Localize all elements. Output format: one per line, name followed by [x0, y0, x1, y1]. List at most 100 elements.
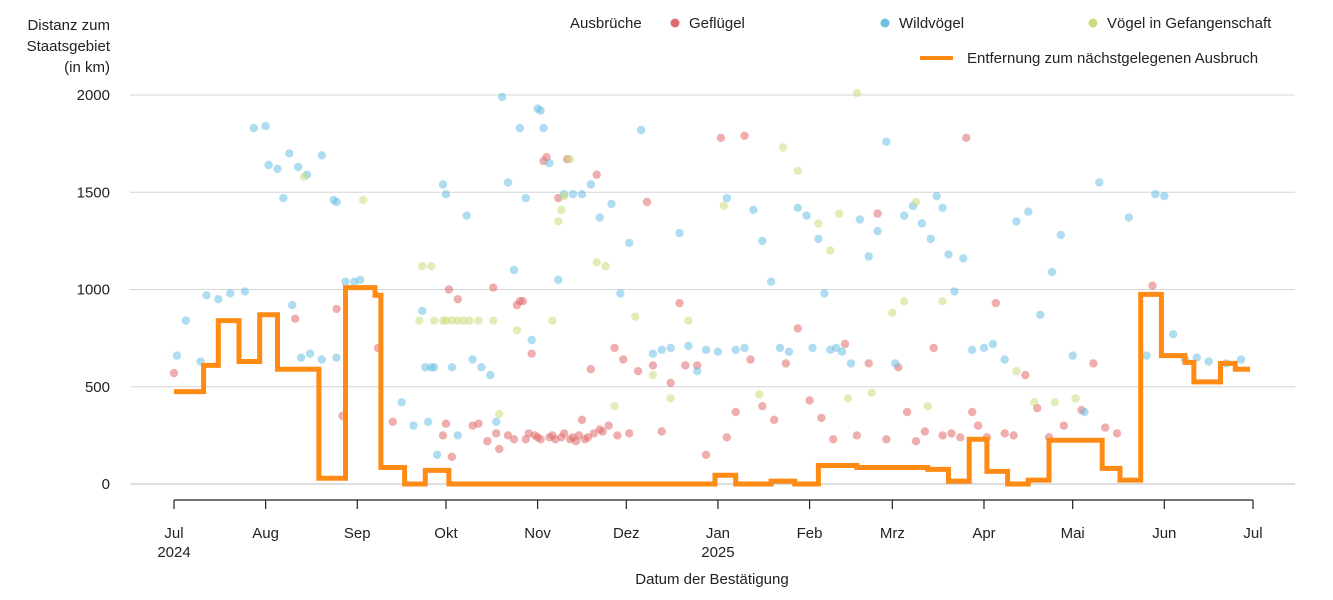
point-gefangenschaft — [441, 316, 451, 325]
point-wildvoegel — [793, 203, 802, 212]
point-gefluegel — [291, 314, 300, 323]
point-gefluegel — [598, 427, 607, 436]
point-wildvoegel — [855, 215, 864, 224]
point-gefangenschaft — [900, 297, 909, 306]
point-gefluegel — [1021, 370, 1030, 380]
x-tick-year-label: 2024 — [157, 544, 190, 561]
point-wildvoegel — [226, 289, 235, 298]
point-gefluegel — [962, 133, 971, 142]
x-tick-label: Jan — [706, 525, 730, 542]
point-gefluegel — [586, 365, 595, 374]
point-gefluegel — [453, 295, 462, 304]
point-gefluegel — [642, 197, 652, 207]
point-gefangenschaft — [427, 262, 436, 271]
point-gefluegel — [758, 402, 767, 411]
point-gefluegel — [1101, 423, 1110, 432]
point-wildvoegel — [722, 193, 731, 203]
point-gefangenschaft — [557, 205, 566, 214]
point-gefangenschaft — [592, 258, 601, 267]
point-wildvoegel — [758, 236, 767, 246]
point-wildvoegel — [527, 335, 536, 345]
point-wildvoegel — [666, 343, 675, 353]
point-wildvoegel — [317, 355, 326, 364]
point-gefangenschaft — [495, 409, 504, 419]
point-wildvoegel — [701, 345, 711, 354]
point-gefluegel — [332, 304, 341, 314]
point-wildvoegel — [1000, 355, 1009, 364]
point-gefluegel — [592, 170, 601, 179]
point-wildvoegel — [820, 289, 829, 298]
point-gefluegel — [489, 283, 498, 292]
point-wildvoegel — [814, 234, 823, 244]
point-wildvoegel — [332, 353, 341, 362]
point-wildvoegel — [959, 254, 968, 263]
point-wildvoegel — [341, 277, 350, 286]
y-tick-label: 0 — [102, 476, 110, 493]
point-wildvoegel — [305, 349, 315, 358]
point-gefangenschaft — [684, 316, 693, 325]
point-gefluegel — [920, 427, 930, 436]
point-wildvoegel — [279, 193, 288, 203]
legend-swatch-gefluegel — [670, 18, 680, 28]
point-wildvoegel — [539, 123, 548, 133]
point-gefluegel — [1000, 429, 1009, 438]
point-gefluegel — [589, 429, 598, 438]
point-wildvoegel — [515, 123, 525, 133]
point-gefangenschaft — [911, 197, 921, 207]
point-gefluegel — [716, 133, 726, 142]
point-wildvoegel — [1012, 217, 1021, 226]
point-gefluegel — [693, 361, 702, 370]
point-gefluegel — [388, 417, 397, 426]
point-gefluegel — [527, 349, 536, 358]
point-gefluegel — [633, 367, 643, 376]
point-wildvoegel — [648, 349, 658, 358]
point-wildvoegel — [568, 190, 578, 199]
point-gefangenschaft — [867, 388, 876, 397]
point-wildvoegel — [554, 275, 563, 284]
point-wildvoegel — [595, 213, 604, 222]
point-gefangenschaft — [852, 88, 862, 98]
point-wildvoegel — [429, 363, 439, 372]
point-gefangenschaft — [1012, 367, 1021, 376]
x-tick-label: Jul — [164, 525, 183, 542]
point-wildvoegel — [917, 219, 927, 228]
point-gefluegel — [574, 431, 584, 440]
point-gefluegel — [929, 343, 938, 353]
point-wildvoegel — [468, 355, 477, 364]
point-wildvoegel — [264, 160, 273, 170]
point-gefluegel — [657, 427, 666, 436]
point-gefluegel — [577, 415, 587, 424]
distance-line — [174, 285, 1250, 487]
point-gefangenschaft — [793, 166, 802, 176]
point-gefluegel — [625, 429, 634, 438]
point-gefluegel — [740, 131, 749, 140]
legend-title: Ausbrüche — [570, 15, 642, 32]
point-wildvoegel — [453, 431, 462, 440]
x-tick-label: Mai — [1061, 525, 1085, 542]
point-wildvoegel — [1169, 330, 1178, 339]
point-wildvoegel — [684, 341, 693, 351]
point-wildvoegel — [784, 347, 794, 356]
x-tick-label: Aug — [252, 525, 279, 542]
point-wildvoegel — [636, 125, 646, 135]
point-gefangenschaft — [826, 246, 835, 255]
point-wildvoegel — [521, 193, 530, 203]
point-wildvoegel — [577, 190, 587, 199]
point-gefangenschaft — [299, 172, 309, 181]
point-gefluegel — [509, 435, 519, 444]
point-wildvoegel — [864, 252, 873, 261]
x-tick-label: Okt — [434, 525, 458, 542]
point-gefluegel — [968, 407, 977, 417]
scatter-points — [169, 88, 1246, 461]
y-tick-label: 2000 — [77, 87, 110, 104]
point-gefluegel — [610, 343, 619, 353]
point-gefluegel — [817, 413, 826, 423]
point-wildvoegel — [214, 295, 223, 304]
point-wildvoegel — [1237, 355, 1246, 364]
point-gefluegel — [956, 433, 965, 442]
x-axis-title: Datum der Bestätigung — [635, 571, 788, 588]
x-axis: Jul 2024 Aug Sep Okt Nov Dez Jan 2025 Feb Mrz Apr Ma… — [157, 499, 1263, 561]
point-wildvoegel — [172, 351, 182, 360]
point-gefangenschaft — [834, 209, 844, 218]
legend-label-gefangenschaft: Vögel in Gefangenschaft — [1107, 15, 1272, 32]
